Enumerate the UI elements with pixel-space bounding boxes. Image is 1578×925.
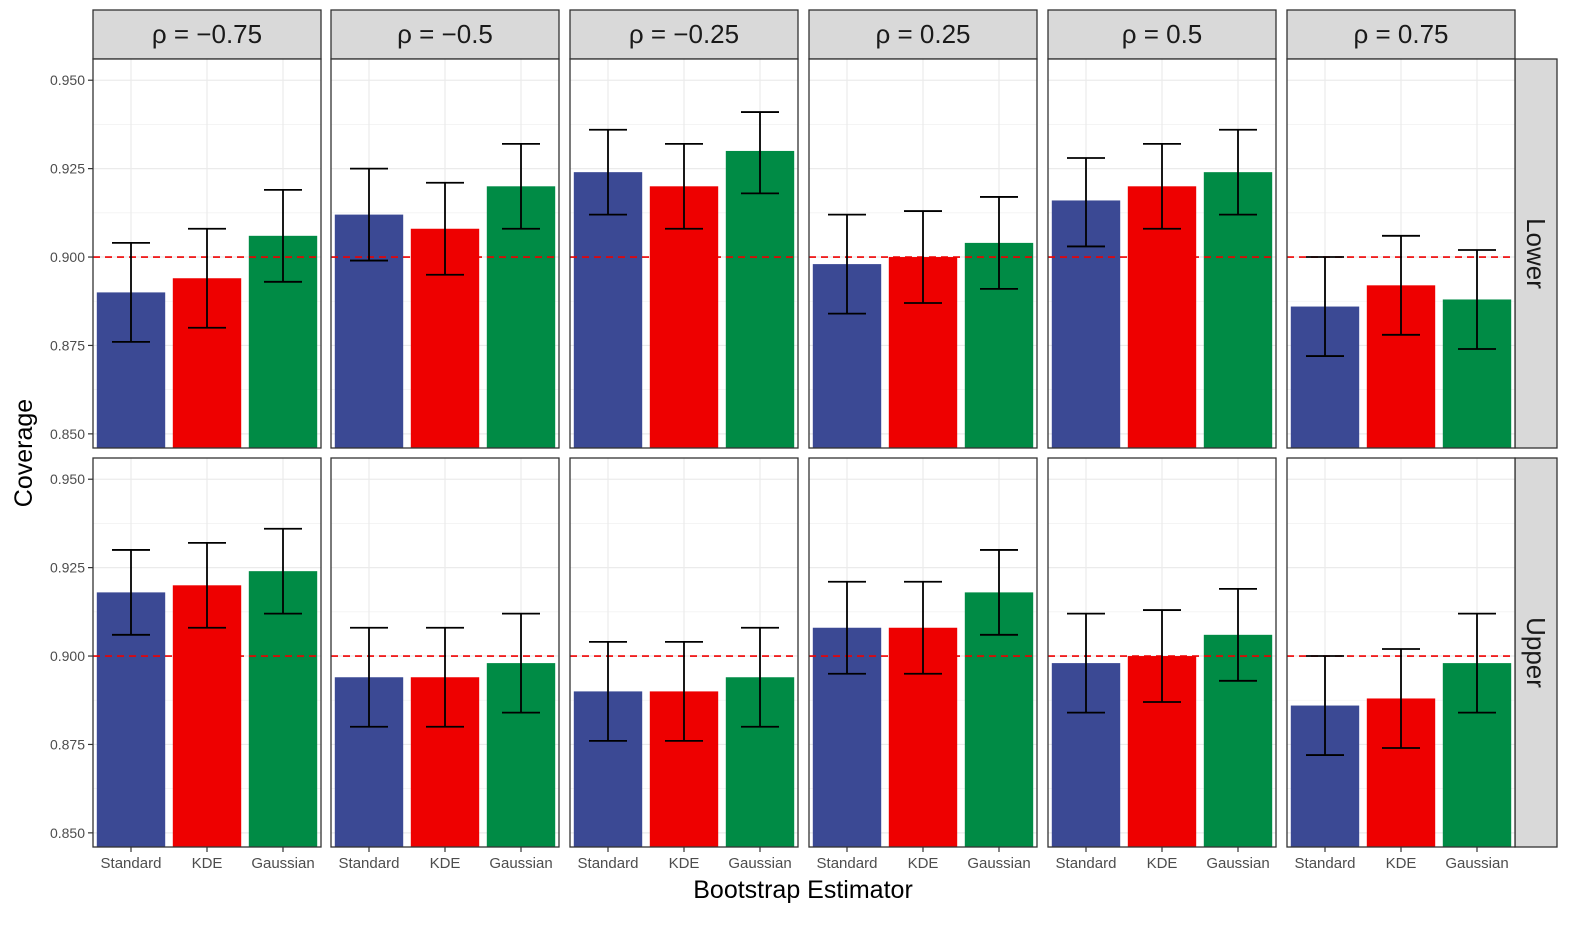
facet-strip-column xyxy=(1286,9,1516,60)
y-axis-tick-label: 0.850 xyxy=(50,426,85,442)
y-axis-tick-label: 0.875 xyxy=(50,337,85,353)
bar-kde xyxy=(172,585,242,847)
panel-border xyxy=(1047,58,1277,449)
facet-strip-row-label: Upper xyxy=(1521,617,1551,688)
x-axis-tick-label: Standard xyxy=(101,855,162,872)
facet-strip-row xyxy=(1514,58,1558,449)
y-axis-tick-label: 0.950 xyxy=(50,471,85,487)
x-axis-tick-label: Gaussian xyxy=(489,855,552,872)
x-axis-tick-label: KDE xyxy=(430,855,461,872)
bar-kde xyxy=(649,186,719,449)
x-axis-tick-label: Gaussian xyxy=(251,855,314,872)
panel-border xyxy=(330,58,560,449)
y-axis-tick-label: 0.900 xyxy=(50,249,85,265)
y-axis-title: Coverage xyxy=(10,399,38,507)
bar-gaussian xyxy=(486,186,556,449)
panel-border xyxy=(92,58,322,449)
panel-border xyxy=(569,58,799,449)
bar-gaussian xyxy=(725,150,795,449)
facet-strip-column-label: ρ = −0.5 xyxy=(397,19,493,49)
x-axis-tick-label: KDE xyxy=(1147,855,1178,872)
facet-strip-column xyxy=(92,9,322,60)
facet-strip-row-label: Lower xyxy=(1521,218,1551,289)
y-axis-tick-label: 0.925 xyxy=(50,560,85,576)
y-axis-tick-label: 0.950 xyxy=(50,72,85,88)
facet-strip-column-label: ρ = 0.75 xyxy=(1353,19,1448,49)
y-axis-tick-label: 0.900 xyxy=(50,648,85,664)
x-axis-tick-label: KDE xyxy=(908,855,939,872)
x-axis-tick-label: KDE xyxy=(669,855,700,872)
panel-border xyxy=(808,58,1038,449)
facet-strip-column-label: ρ = −0.75 xyxy=(152,19,262,49)
facet-strip-column-label: ρ = 0.25 xyxy=(875,19,970,49)
x-axis-tick-label: Standard xyxy=(578,855,639,872)
x-axis-tick-label: KDE xyxy=(192,855,223,872)
x-axis-tick-label: Standard xyxy=(339,855,400,872)
bar-gaussian xyxy=(248,571,318,847)
x-axis-tick-label: Gaussian xyxy=(1445,855,1508,872)
facet-strip-column-label: ρ = 0.5 xyxy=(1122,19,1203,49)
facet-strip-column xyxy=(569,9,799,60)
x-axis-tick-label: Standard xyxy=(1056,855,1117,872)
y-axis-tick-label: 0.850 xyxy=(50,825,85,841)
x-axis-title: Bootstrap Estimator xyxy=(693,876,913,904)
panel-border xyxy=(1286,58,1516,449)
facet-strip-column xyxy=(330,9,560,60)
x-axis-tick-label: Standard xyxy=(817,855,878,872)
facet-strip-column xyxy=(808,9,1038,60)
x-axis-tick-label: KDE xyxy=(1386,855,1417,872)
facet-strip-column-label: ρ = −0.25 xyxy=(629,19,739,49)
bar-gaussian xyxy=(1203,172,1273,448)
x-axis-tick-label: Gaussian xyxy=(1206,855,1269,872)
bar-standard xyxy=(573,172,643,448)
x-axis-tick-label: Gaussian xyxy=(967,855,1030,872)
bar-kde xyxy=(1127,186,1197,449)
x-axis-tick-label: Gaussian xyxy=(728,855,791,872)
y-axis-tick-label: 0.925 xyxy=(50,161,85,177)
y-axis-tick-label: 0.875 xyxy=(50,736,85,752)
x-axis-tick-label: Standard xyxy=(1295,855,1356,872)
